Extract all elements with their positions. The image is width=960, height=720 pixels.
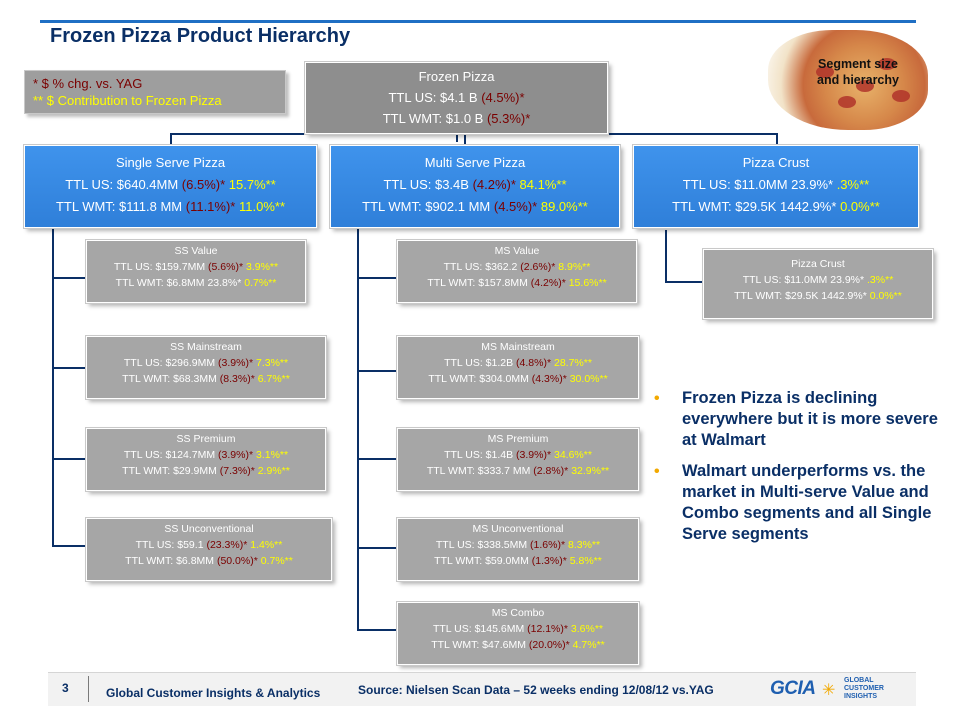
box-wmt-line: TTL WMT: $6.8MM 23.8%* 0.7%** xyxy=(115,277,277,289)
box-title: MS Unconventional xyxy=(472,523,564,535)
box-us-line: TTL US: $11.0MM 23.9%* .3%** xyxy=(682,177,870,192)
connector-ms-trunk xyxy=(357,228,359,630)
connector-ss-branch-1 xyxy=(52,277,86,279)
connector-ms-drop xyxy=(464,133,466,145)
connector-ms-branch-4 xyxy=(357,547,397,549)
box-title: SS Mainstream xyxy=(170,341,242,353)
box-wmt-line: TTL WMT: $47.6MM (20.0%)* 4.7%** xyxy=(431,639,605,651)
connector-ss-trunk xyxy=(52,228,54,546)
footer-source: Source: Nielsen Scan Data – 52 weeks end… xyxy=(358,683,714,697)
ss-value-box: SS Value TTL US: $159.7MM (5.6%)* 3.9%**… xyxy=(85,239,307,304)
box-title: MS Combo xyxy=(491,607,545,619)
box-wmt-line: TTL WMT: $68.3MM (8.3%)* 6.7%** xyxy=(122,373,290,385)
top-rule xyxy=(40,20,916,23)
box-title: MS Value xyxy=(494,245,540,257)
page-title: Frozen Pizza Product Hierarchy xyxy=(50,25,351,47)
box-wmt-line: TTL WMT: $29.9MM (7.3%)* 2.9%** xyxy=(122,465,290,477)
finding-item: • Frozen Pizza is declining everywhere b… xyxy=(654,389,938,449)
connector-top-horizontal xyxy=(170,133,778,135)
segment-size-label: Segment size and hierarchy xyxy=(817,57,899,87)
pizza-crust-box: Pizza Crust TTL US: $11.0MM 23.9%* .3%**… xyxy=(632,144,920,229)
box-wmt-line: TTL WMT: $29.5K 1442.9%* 0.0%** xyxy=(734,290,902,302)
box-us-line: TTL US: $11.0MM 23.9%* .3%** xyxy=(742,274,894,286)
bullet-dot-icon: • xyxy=(654,463,660,480)
multi-serve-pizza-box: Multi Serve Pizza TTL US: $3.4B (4.2%)* … xyxy=(329,144,621,229)
box-title: Single Serve Pizza xyxy=(115,155,226,170)
bullet-dot-icon: • xyxy=(654,390,660,407)
box-wmt-line: TTL WMT: $111.8 MM (11.1%)* 11.0%** xyxy=(55,199,286,214)
legend-change-note: * $ % chg. vs. YAG xyxy=(33,76,143,91)
ms-value-box: MS Value TTL US: $362.2 (2.6%)* 8.9%** T… xyxy=(396,239,638,304)
box-wmt-line: TTL WMT: $29.5K 1442.9%* 0.0%** xyxy=(672,199,880,214)
box-title: SS Value xyxy=(174,245,218,257)
box-title: Pizza Crust xyxy=(742,155,810,170)
box-us-line: TTL US: $1.2B (4.8%)* 28.7%** xyxy=(444,357,592,369)
box-title: Frozen Pizza xyxy=(418,69,495,84)
box-title: SS Premium xyxy=(176,433,236,445)
box-title: SS Unconventional xyxy=(164,523,254,535)
box-us-line: TTL US: $1.4B (3.9%)* 34.6%** xyxy=(444,449,592,461)
box-title: Pizza Crust xyxy=(791,258,845,270)
box-us-line: TTL US: $3.4B (4.2%)* 84.1%** xyxy=(383,177,567,192)
page-number: 3 xyxy=(62,681,69,695)
ms-combo-box: MS Combo TTL US: $145.6MM (12.1%)* 3.6%*… xyxy=(396,601,640,666)
connector-ss-branch-4 xyxy=(52,545,86,547)
box-wmt-line: TTL WMT: $902.1 MM (4.5%)* 89.0%** xyxy=(362,199,588,214)
box-wmt-line: TTL WMT: $6.8MM (50.0%)* 0.7%** xyxy=(125,555,293,567)
box-us-line: TTL US: $145.6MM (12.1%)* 3.6%** xyxy=(432,623,604,635)
ss-mainstream-box: SS Mainstream TTL US: $296.9MM (3.9%)* 7… xyxy=(85,335,327,400)
gcia-logo: GCIA ✳ GLOBAL CUSTOMER INSIGHTS xyxy=(770,677,884,700)
sparkle-icon: ✳ xyxy=(822,682,836,699)
legend-box: * $ % chg. vs. YAG ** $ Contribution to … xyxy=(24,70,286,114)
box-wmt-line: TTL WMT: $333.7 MM (2.8%)* 32.9%** xyxy=(426,465,610,477)
box-title: Multi Serve Pizza xyxy=(424,155,526,170)
box-us-line: TTL US: $4.1 B (4.5%)* xyxy=(388,90,525,105)
footer-org-name: Global Customer Insights & Analytics xyxy=(106,686,321,700)
box-us-line: TTL US: $159.7MM (5.6%)* 3.9%** xyxy=(113,261,279,273)
box-wmt-line: TTL WMT: $1.0 B (5.3%)* xyxy=(382,111,531,126)
connector-crust-branch xyxy=(665,281,703,283)
legend-contribution-note: ** $ Contribution to Frozen Pizza xyxy=(33,93,222,108)
box-us-line: TTL US: $640.4MM (6.5%)* 15.7%** xyxy=(65,177,276,192)
connector-ms-branch-5 xyxy=(357,629,397,631)
ms-mainstream-box: MS Mainstream TTL US: $1.2B (4.8%)* 28.7… xyxy=(396,335,640,400)
connector-top-down xyxy=(456,134,458,142)
connector-crust-drop xyxy=(776,133,778,145)
box-title: MS Premium xyxy=(487,433,549,445)
box-wmt-line: TTL WMT: $157.8MM (4.2%)* 15.6%** xyxy=(427,277,607,289)
footer-divider xyxy=(88,676,89,702)
connector-ms-branch-3 xyxy=(357,458,397,460)
box-wmt-line: TTL WMT: $59.0MM (1.3%)* 5.8%** xyxy=(434,555,602,567)
connector-ss-drop xyxy=(170,133,172,145)
box-us-line: TTL US: $338.5MM (1.6%)* 8.3%** xyxy=(435,539,601,551)
box-us-line: TTL US: $296.9MM (3.9%)* 7.3%** xyxy=(123,357,289,369)
connector-ss-branch-3 xyxy=(52,458,86,460)
connector-ms-branch-1 xyxy=(357,277,397,279)
pizza-crust-sub-box: Pizza Crust TTL US: $11.0MM 23.9%* .3%**… xyxy=(702,248,934,320)
connector-ms-branch-2 xyxy=(357,370,397,372)
finding-item: • Walmart underperforms vs. the market i… xyxy=(654,462,932,543)
ms-premium-box: MS Premium TTL US: $1.4B (3.9%)* 34.6%**… xyxy=(396,427,640,492)
connector-ss-branch-2 xyxy=(52,367,86,369)
box-wmt-line: TTL WMT: $304.0MM (4.3%)* 30.0%** xyxy=(428,373,608,385)
ss-unconventional-box: SS Unconventional TTL US: $59.1 (23.3%)*… xyxy=(85,517,333,582)
box-title: MS Mainstream xyxy=(481,341,555,353)
frozen-pizza-box: Frozen Pizza TTL US: $4.1 B (4.5%)* TTL … xyxy=(304,61,609,135)
box-us-line: TTL US: $59.1 (23.3%)* 1.4%** xyxy=(135,539,283,551)
box-us-line: TTL US: $124.7MM (3.9%)* 3.1%** xyxy=(123,449,289,461)
connector-crust-trunk xyxy=(665,230,667,282)
pizza-photo xyxy=(768,30,928,130)
key-findings: • Frozen Pizza is declining everywhere b… xyxy=(654,388,948,555)
ms-unconventional-box: MS Unconventional TTL US: $338.5MM (1.6%… xyxy=(396,517,640,582)
footer-bar xyxy=(48,672,916,706)
ss-premium-box: SS Premium TTL US: $124.7MM (3.9%)* 3.1%… xyxy=(85,427,327,492)
box-us-line: TTL US: $362.2 (2.6%)* 8.9%** xyxy=(443,261,591,273)
single-serve-pizza-box: Single Serve Pizza TTL US: $640.4MM (6.5… xyxy=(23,144,318,229)
